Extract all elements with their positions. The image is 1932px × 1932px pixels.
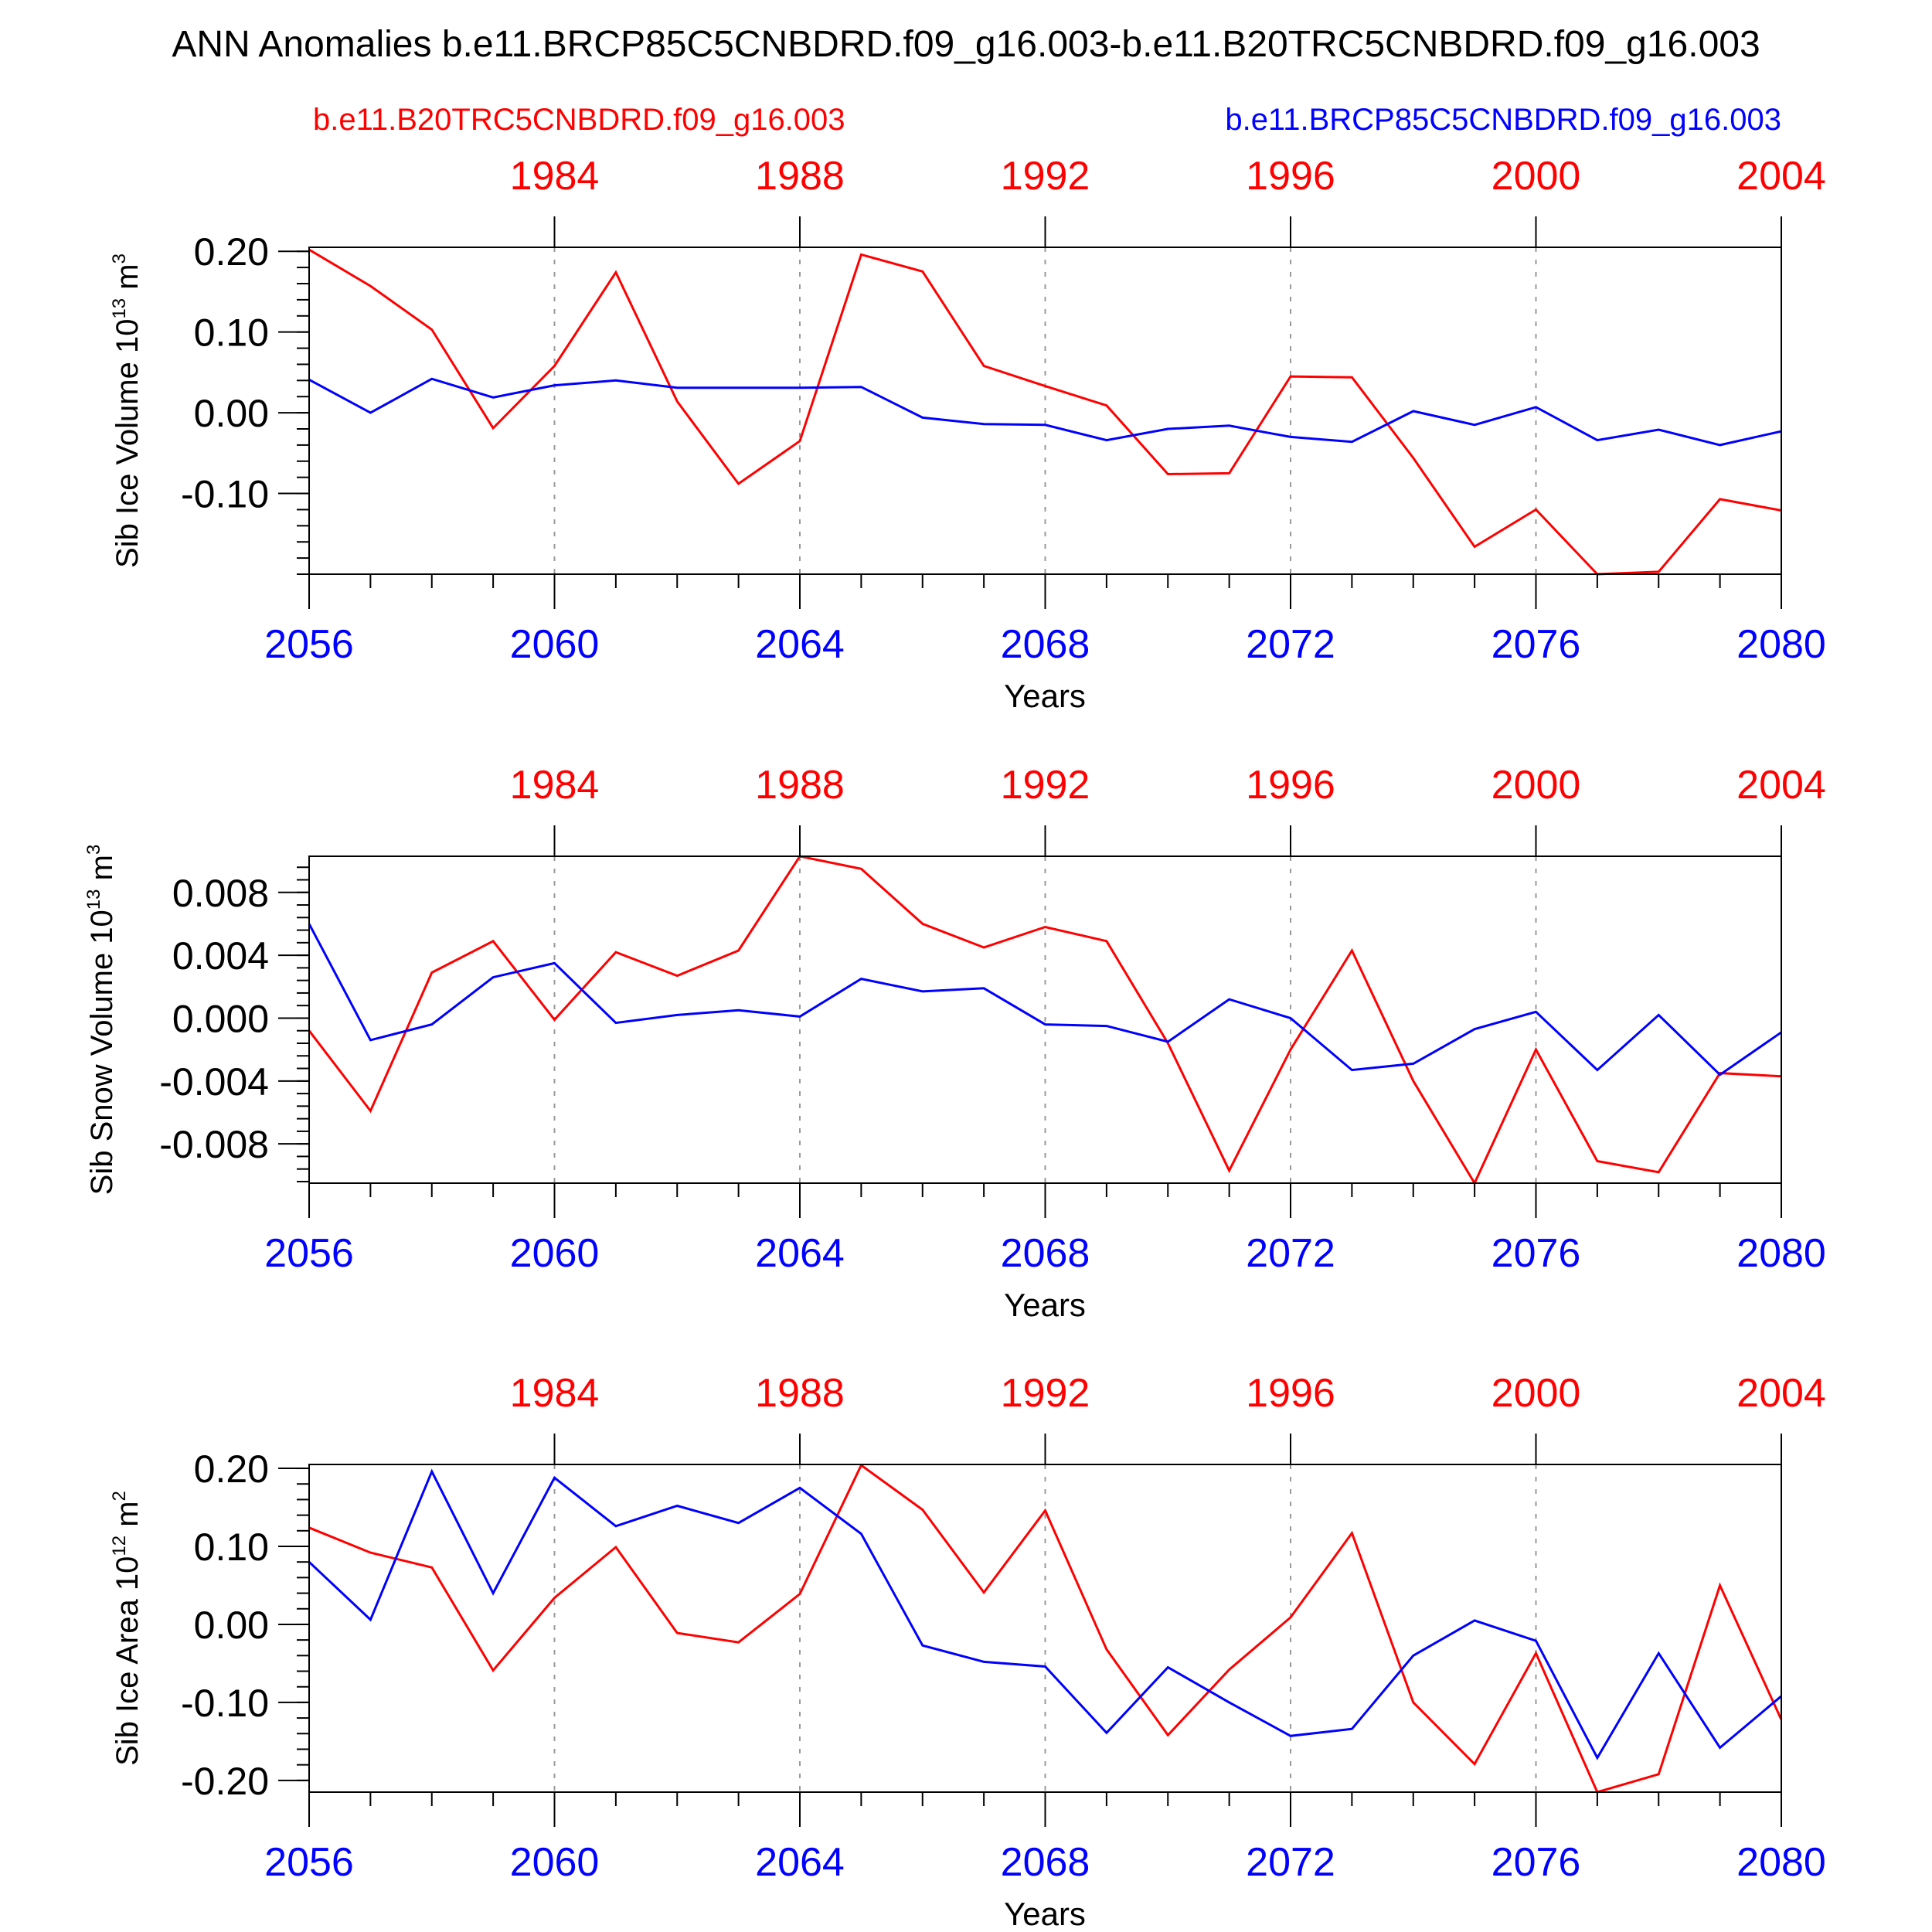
x-tick-label-top: 1996 <box>1246 154 1335 199</box>
y-tick-label: 0.10 <box>194 311 269 355</box>
y-axis-label-text: Sib Snow Volume 10 <box>85 910 119 1195</box>
x-tick-label-top: 1984 <box>510 1371 600 1416</box>
x-tick-label-top: 1996 <box>1246 1371 1335 1416</box>
x-tick-label-top: 1984 <box>510 154 600 199</box>
y-axis-label-exponent: 13 <box>109 298 130 319</box>
x-tick-label-bottom: 2056 <box>264 622 354 667</box>
figure-title: ANN Anomalies b.e11.BRCP85C5CNBDRD.f09_g… <box>172 24 1760 65</box>
y-tick-label: 0.20 <box>194 1447 269 1491</box>
y-axis-label-unit-exponent: 2 <box>109 1491 130 1501</box>
x-tick-label-bottom: 2068 <box>1001 1231 1090 1276</box>
y-axis-label-unit-exponent: 3 <box>109 253 130 264</box>
x-tick-label-bottom: 2076 <box>1492 1840 1581 1885</box>
x-tick-label-top: 2000 <box>1492 154 1581 199</box>
x-tick-label-bottom: 2072 <box>1246 1231 1335 1276</box>
x-tick-label-bottom: 2076 <box>1492 1231 1581 1276</box>
y-tick-label: -0.10 <box>181 1682 269 1725</box>
x-tick-label-top: 2000 <box>1492 763 1581 808</box>
series-line-blue <box>308 1468 1782 1760</box>
y-axis-label: Sib Ice Volume 1013 m3 <box>109 253 145 568</box>
x-tick-label-top: 1996 <box>1246 763 1335 808</box>
x-tick-label-bottom: 2060 <box>510 1231 600 1276</box>
x-tick-label-bottom: 2056 <box>264 1231 354 1276</box>
x-tick-label-bottom: 2068 <box>1001 622 1090 667</box>
y-tick-label: 0.10 <box>194 1526 269 1569</box>
x-tick-label-bottom: 2076 <box>1492 622 1581 667</box>
x-tick-label-bottom: 2064 <box>755 1231 845 1276</box>
panel-1: 2056 2060 2064 2068 2072 2076 2080 1984 1988 1992… <box>109 154 1826 714</box>
y-tick-label: 0.000 <box>172 997 269 1040</box>
x-tick-label-top: 2004 <box>1736 154 1826 199</box>
x-tick-label-top: 1992 <box>1001 154 1090 199</box>
x-tick-label-bottom: 2080 <box>1736 1231 1826 1276</box>
series-line-red <box>308 855 1782 1186</box>
x-tick-label-top: 1992 <box>1001 763 1090 808</box>
legend-left-red: b.e11.B20TRC5CNBDRD.f09_g16.003 <box>313 103 845 137</box>
y-tick-label: 0.004 <box>172 934 269 978</box>
x-tick-label-top: 2004 <box>1736 1371 1826 1416</box>
panels-group: 2056 2060 2064 2068 2072 2076 2080 1984 1988 1992… <box>83 154 1826 1932</box>
panel-3: 2056 2060 2064 2068 2072 2076 2080 1984 1988 1992… <box>109 1371 1826 1932</box>
panel-2: 2056 2060 2064 2068 2072 2076 2080 1984 1988 1992… <box>83 763 1826 1323</box>
x-tick-label-top: 1992 <box>1001 1371 1090 1416</box>
y-tick-label: 0.008 <box>172 872 269 915</box>
x-tick-label-bottom: 2072 <box>1246 1840 1335 1885</box>
y-tick-label: -0.004 <box>159 1060 269 1104</box>
y-axis-label-text: Sib Ice Volume 10 <box>111 319 145 568</box>
x-tick-label-top: 2004 <box>1736 763 1826 808</box>
y-axis-label-unit: m <box>85 855 119 889</box>
series-line-blue <box>308 377 1782 447</box>
x-tick-label-bottom: 2056 <box>264 1840 354 1885</box>
y-axis-label-unit: m <box>111 1501 145 1535</box>
y-axis-label-exponent: 13 <box>83 889 104 910</box>
y-axis-label-exponent: 12 <box>109 1536 130 1556</box>
y-tick-label: -0.20 <box>181 1760 269 1803</box>
x-tick-label-bottom: 2080 <box>1736 622 1826 667</box>
x-tick-label-top: 2000 <box>1492 1371 1581 1416</box>
y-axis-label-unit: m <box>111 264 145 298</box>
x-axis-label: Years <box>1004 1896 1086 1932</box>
y-axis-label-text: Sib Ice Area 10 <box>111 1556 145 1766</box>
legend-right-blue: b.e11.BRCP85C5CNBDRD.f09_g16.003 <box>1225 103 1781 137</box>
x-tick-label-bottom: 2068 <box>1001 1840 1090 1885</box>
x-tick-label-top: 1988 <box>755 763 845 808</box>
x-tick-label-bottom: 2072 <box>1246 622 1335 667</box>
x-tick-label-bottom: 2064 <box>755 1840 845 1885</box>
x-axis-label: Years <box>1004 678 1086 714</box>
y-axis-label: Sib Snow Volume 1013 m3 <box>83 845 119 1196</box>
x-tick-label-bottom: 2080 <box>1736 1840 1826 1885</box>
y-axis-label-unit-exponent: 3 <box>83 845 104 855</box>
y-tick-label: 0.20 <box>194 230 269 274</box>
x-tick-label-top: 1988 <box>755 1371 845 1416</box>
series-line-red <box>308 248 1782 576</box>
x-axis-label: Years <box>1004 1287 1086 1323</box>
x-tick-label-bottom: 2060 <box>510 622 600 667</box>
series-line-red <box>308 1463 1783 1794</box>
x-tick-label-top: 1988 <box>755 154 845 199</box>
x-tick-label-bottom: 2060 <box>510 1840 600 1885</box>
y-axis-label: Sib Ice Area 1012 m2 <box>109 1491 145 1766</box>
series-line-blue <box>308 923 1782 1077</box>
y-tick-label: 0.00 <box>194 1604 269 1647</box>
y-tick-label: 0.00 <box>194 392 269 435</box>
x-tick-label-top: 1984 <box>510 763 600 808</box>
y-tick-label: -0.008 <box>159 1123 269 1166</box>
y-tick-label: -0.10 <box>181 473 269 516</box>
x-tick-label-bottom: 2064 <box>755 622 845 667</box>
